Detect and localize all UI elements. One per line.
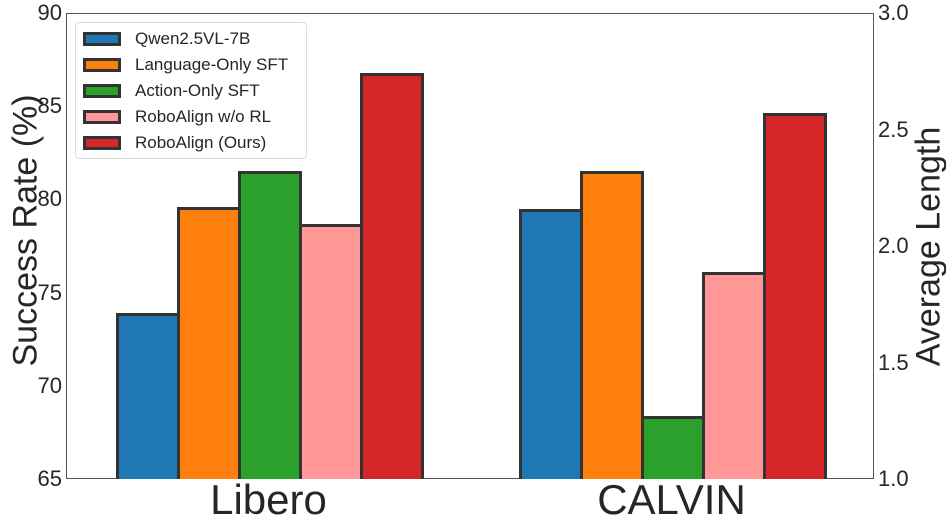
left-y-axis-label: Success Rate (%) (6, 94, 45, 367)
legend-item: RoboAlign (Ours) (83, 133, 266, 153)
left-y-tick: 90 (37, 0, 62, 25)
bar-calvin-2 (641, 416, 705, 479)
left-y-tick: 80 (37, 186, 62, 212)
legend-label: RoboAlign w/o RL (135, 107, 272, 126)
x-tick-libero: Libero (210, 476, 327, 523)
bar-calvin-1 (580, 171, 644, 479)
bar-libero-4 (360, 72, 424, 479)
bar-calvin-0 (519, 208, 583, 479)
left-y-tick: 65 (37, 466, 62, 491)
legend-swatch (83, 58, 121, 72)
right-y-tick: 2.5 (878, 116, 909, 142)
legend-item: Qwen2.5VL-7B (83, 29, 250, 49)
bar-libero-1 (177, 206, 241, 479)
legend-label: Language-Only SFT (135, 55, 289, 74)
legend-item: RoboAlign w/o RL (83, 107, 271, 127)
left-y-tick: 70 (37, 372, 62, 398)
right-y-tick: 3.0 (878, 0, 909, 25)
right-y-tick: 2.0 (878, 233, 909, 258)
bar-libero-0 (116, 313, 180, 479)
right-y-tick: 1.5 (878, 349, 909, 375)
right-y-axis-label: Average Length (909, 126, 946, 367)
legend-swatch (83, 84, 121, 98)
legend-label: Qwen2.5VL-7B (135, 29, 251, 48)
bar-calvin-4 (763, 113, 827, 479)
bar-calvin-3 (702, 271, 766, 479)
legend-swatch (83, 136, 121, 150)
bar-libero-2 (238, 171, 302, 479)
legend-item: Action-Only SFT (83, 81, 260, 101)
legend-item: Language-Only SFT (83, 55, 288, 75)
left-y-tick: 75 (37, 279, 62, 305)
legend-label: RoboAlign (Ours) (135, 133, 267, 152)
left-y-tick: 85 (37, 93, 62, 119)
legend-swatch (83, 110, 121, 124)
legend-label: Action-Only SFT (135, 81, 260, 100)
legend-swatch (83, 32, 121, 46)
legend: Qwen2.5VL-7B Language-Only SFT Action-Only… (75, 22, 307, 159)
right-y-tick: 1.0 (878, 466, 909, 491)
x-tick-calvin: CALVIN (597, 476, 746, 523)
bar-libero-3 (299, 223, 363, 479)
